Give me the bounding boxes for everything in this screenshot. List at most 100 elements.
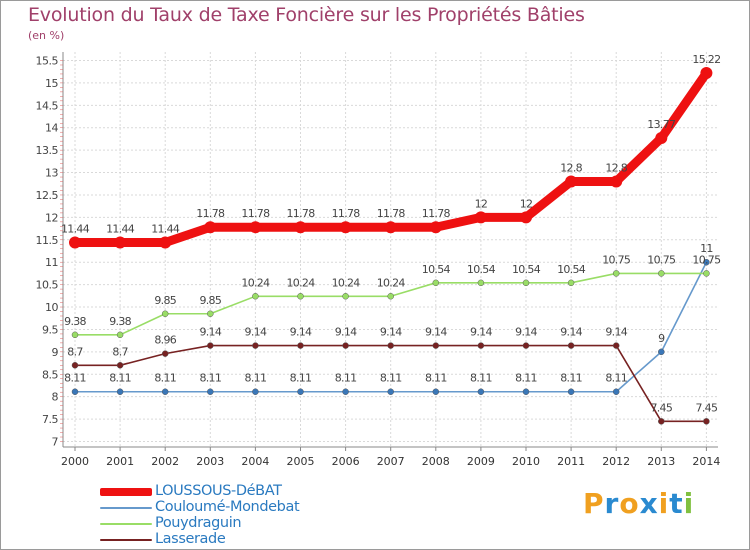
data-point xyxy=(342,388,349,395)
data-label: 8.11 xyxy=(290,372,312,385)
data-point xyxy=(204,221,217,234)
data-label: 9.14 xyxy=(470,326,492,339)
data-label: 11 xyxy=(700,242,713,255)
data-label: 9.14 xyxy=(290,326,312,339)
data-label: 9 xyxy=(658,332,665,345)
data-point xyxy=(658,270,665,277)
data-label: 8.11 xyxy=(154,372,176,385)
data-label: 10.54 xyxy=(557,263,586,276)
data-label: 12.8 xyxy=(605,162,627,175)
data-label: 12 xyxy=(475,197,488,210)
data-label: 8.11 xyxy=(199,372,221,385)
data-label: 12.8 xyxy=(560,162,582,175)
data-label: 8.11 xyxy=(64,372,86,385)
data-label: 8.11 xyxy=(425,372,447,385)
data-label: 10.24 xyxy=(332,276,361,289)
logo-letter: o xyxy=(619,487,640,520)
data-point xyxy=(339,221,352,234)
data-label: 12 xyxy=(520,197,533,210)
x-tick-label: 2011 xyxy=(557,455,585,468)
data-point xyxy=(116,331,124,339)
y-tick-label: 13 xyxy=(45,167,58,180)
data-label: 11.44 xyxy=(61,222,90,235)
data-label: 10.75 xyxy=(602,253,631,266)
data-point xyxy=(612,342,620,349)
y-tick-label: 10.5 xyxy=(36,279,59,292)
data-point xyxy=(474,211,487,224)
data-point xyxy=(477,342,485,349)
x-tick-label: 2000 xyxy=(61,455,89,468)
data-point xyxy=(567,388,575,395)
data-point xyxy=(612,270,620,277)
data-label: 8.11 xyxy=(380,372,402,385)
data-label: 11.78 xyxy=(196,207,225,220)
data-label: 8.11 xyxy=(515,372,537,385)
data-label: 10.75 xyxy=(692,253,721,266)
data-point xyxy=(252,293,259,300)
y-tick-label: 9.5 xyxy=(42,323,58,336)
data-label: 11.78 xyxy=(332,207,361,220)
data-point xyxy=(297,388,304,395)
proxiti-logo: Proxiti xyxy=(583,487,694,520)
data-point xyxy=(161,350,169,357)
logo-letter: i xyxy=(683,487,695,520)
data-label: 10.75 xyxy=(647,253,676,266)
data-point xyxy=(703,258,710,266)
x-tick-label: 2005 xyxy=(287,455,315,468)
x-tick-label: 2012 xyxy=(602,455,630,468)
data-point xyxy=(387,293,394,300)
data-point xyxy=(477,279,485,287)
data-point xyxy=(159,236,172,249)
data-label: 9.38 xyxy=(109,315,131,328)
y-tick-label: 15.5 xyxy=(36,55,59,68)
data-label: 11.78 xyxy=(287,207,316,220)
data-label: 8.11 xyxy=(109,372,131,385)
y-tick-label: 8.5 xyxy=(42,368,58,381)
data-label: 13.77 xyxy=(647,118,676,131)
data-point xyxy=(114,236,127,249)
logo-letter: t xyxy=(669,487,684,520)
y-tick-label: 10 xyxy=(45,301,58,314)
data-label: 10.54 xyxy=(422,263,451,276)
y-tick-label: 9 xyxy=(52,346,59,359)
data-point xyxy=(297,342,304,349)
y-tick-label: 7 xyxy=(52,436,59,449)
data-point xyxy=(161,310,169,318)
data-point xyxy=(387,388,394,395)
x-tick-label: 2004 xyxy=(241,455,269,468)
data-point xyxy=(612,388,620,395)
x-tick-label: 2010 xyxy=(512,455,540,468)
y-tick-label: 14 xyxy=(45,122,58,135)
data-point xyxy=(522,388,530,395)
x-tick-label: 2009 xyxy=(467,455,495,468)
data-point xyxy=(700,67,713,80)
data-point xyxy=(71,388,79,395)
legend-label: LOUSSOUS-DéBAT xyxy=(155,483,282,499)
data-label: 9.14 xyxy=(245,326,267,339)
data-label: 10.54 xyxy=(512,263,541,276)
data-point xyxy=(432,388,440,395)
data-point xyxy=(658,348,665,356)
data-label: 7.45 xyxy=(650,401,672,414)
data-point xyxy=(429,221,442,234)
data-label: 11.78 xyxy=(422,207,451,220)
data-label: 8.11 xyxy=(470,372,492,385)
data-point xyxy=(384,221,397,234)
data-point xyxy=(342,293,349,300)
legend-label: Lasserade xyxy=(155,531,226,547)
logo-letter: x xyxy=(639,487,659,520)
logo-letter: P xyxy=(583,487,605,520)
data-label: 11.44 xyxy=(151,222,180,235)
data-label: 8.11 xyxy=(560,372,582,385)
data-point xyxy=(252,388,259,395)
legend-swatch-pouydraguin xyxy=(100,523,152,525)
logo-letter: i xyxy=(658,487,670,520)
x-tick-label: 2003 xyxy=(196,455,224,468)
data-point xyxy=(522,279,530,287)
data-label: 10.24 xyxy=(287,276,316,289)
data-point xyxy=(249,221,262,234)
data-label: 11.44 xyxy=(106,222,135,235)
data-label: 10.24 xyxy=(377,276,406,289)
data-point xyxy=(432,342,440,349)
